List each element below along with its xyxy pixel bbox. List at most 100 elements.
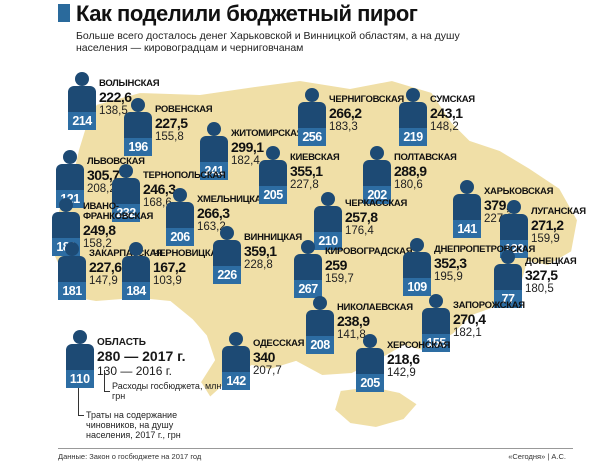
- region-rovenskaya: 196 Ровенская 227,5 155,8: [124, 98, 254, 162]
- staff-cost-box: 214: [68, 112, 96, 130]
- staff-cost-box: 241: [200, 162, 228, 180]
- staff-cost-box: 181: [58, 282, 86, 300]
- staff-cost-box: 77: [494, 290, 522, 308]
- budget-2017: 167,2: [153, 259, 186, 275]
- region-volynskaya: 214 Волынская 222,6 138,5: [68, 72, 198, 136]
- legend-region-name: Область: [97, 337, 146, 348]
- budget-2017: 299,1: [231, 139, 264, 155]
- region-name: ИВАНО- ФРАНКОВСКАЯ: [83, 201, 154, 222]
- budget-2016: 147,9: [89, 275, 118, 287]
- staff-cost-box: 155: [422, 334, 450, 352]
- budget-2017: 257,8: [345, 209, 378, 225]
- budget-2017: 271,2: [531, 217, 564, 233]
- staff-cost-box: 267: [294, 280, 322, 298]
- staff-cost-box: 256: [298, 128, 326, 146]
- legend-leader-expenses: [104, 370, 110, 392]
- staff-cost-box: 208: [306, 336, 334, 354]
- legend: 110 Область 280 — 2017 г. 130 — 2016 г.: [66, 330, 206, 390]
- budget-2017: 266,2: [329, 105, 362, 121]
- budget-2017: 222,6: [99, 89, 132, 105]
- region-name: Одесская: [253, 338, 305, 349]
- region-name: Ровенская: [155, 104, 213, 115]
- budget-2017: 227,5: [155, 115, 188, 131]
- budget-2017: 238,9: [337, 313, 370, 329]
- budget-2016: 163,2: [197, 221, 226, 233]
- region-name: Луганская: [531, 206, 586, 217]
- region-chernigovskaya: 256 Черниговская 266,2 183,3: [298, 88, 428, 152]
- budget-2016: 195,9: [434, 271, 463, 283]
- region-dnepropetrovskaya: 109 Днепропетровская 352,3 195,9: [403, 238, 536, 302]
- budget-2016: 138,5: [99, 105, 128, 117]
- region-name: Кировоградская: [325, 246, 413, 257]
- region-name: Киевская: [290, 152, 340, 163]
- region-sumskaya: 219 Сумская 243,1 148,2: [399, 88, 529, 152]
- legend-note-staff: Траты на содержание чиновников, на душу …: [86, 410, 181, 440]
- staff-cost-box: 141: [453, 220, 481, 238]
- budget-2016: 207,7: [253, 365, 282, 377]
- legend-budget-2016: 130 — 2016 г.: [97, 364, 172, 378]
- region-khersonskaya: 205 Херсонская 218,6 142,9: [356, 334, 486, 398]
- staff-cost-box: 206: [166, 228, 194, 246]
- region-name: Днепропетровская: [434, 244, 536, 255]
- budget-2016: 183,3: [329, 121, 358, 133]
- staff-cost-box: 196: [124, 138, 152, 156]
- title-accent-bar: [58, 4, 70, 22]
- region-luganskaya: 123 Луганская 271,2 159,9: [500, 200, 600, 264]
- budget-2017: 359,1: [244, 243, 277, 259]
- footer-divider: [58, 448, 573, 449]
- budget-2016: 180,6: [394, 179, 423, 191]
- budget-2016: 159,9: [531, 233, 560, 245]
- region-name: Николаевская: [337, 302, 413, 313]
- budget-2017: 352,3: [434, 255, 467, 271]
- region-name: Харьковская: [484, 186, 554, 197]
- legend-leader-staff: [78, 388, 84, 416]
- region-donetskaya: 77 Донецкая 327,5 180,5: [494, 250, 600, 314]
- budget-2017: 288,9: [394, 163, 427, 179]
- staff-cost-box: 232: [112, 204, 140, 222]
- budget-2017: 305,7: [87, 167, 120, 183]
- region-name: Житомирская: [231, 128, 304, 139]
- staff-cost-box: 205: [259, 186, 287, 204]
- staff-cost-box: 184: [122, 282, 150, 300]
- region-name: Донецкая: [525, 256, 577, 267]
- staff-cost-box: 210: [314, 232, 342, 250]
- budget-2016: 155,8: [155, 131, 184, 143]
- region-name: Тернопольская: [143, 170, 226, 181]
- region-name: Черновицкая: [153, 248, 224, 259]
- budget-2016: 176,4: [345, 225, 374, 237]
- region-nikolaevskaya: 208 Николаевская 238,9 141,8: [306, 296, 436, 360]
- region-name: Запорожская: [453, 300, 525, 311]
- region-kirovogradskaya: 267 Кировоградская 259 159,7: [294, 240, 424, 304]
- budget-2016: 182,1: [453, 327, 482, 339]
- region-chernovitskaya: 184 Черновицкая 167,2 103,9: [122, 242, 252, 306]
- budget-2016: 142,9: [387, 367, 416, 379]
- budget-2017: 327,5: [525, 267, 558, 283]
- staff-cost-box: 202: [363, 186, 391, 204]
- region-name: Херсонская: [387, 340, 450, 351]
- page-subtitle: Больше всего досталось денег Харьковской…: [76, 30, 460, 54]
- budget-2016: 208,2: [87, 183, 116, 195]
- staff-cost-box: 109: [403, 278, 431, 296]
- budget-2016: 182,4: [231, 155, 260, 167]
- region-cherkasskaya: 210 Черкасская 257,8 176,4: [314, 192, 444, 256]
- region-name: Сумская: [430, 94, 475, 105]
- budget-2017: 270,4: [453, 311, 486, 327]
- staff-cost-box: 219: [399, 128, 427, 146]
- legend-budget-2017: 280 — 2017 г.: [97, 348, 186, 364]
- region-name: Волынская: [99, 78, 160, 89]
- staff-cost-box: 226: [213, 266, 241, 284]
- page-title: Как поделили бюджетный пирог: [76, 1, 418, 26]
- budget-2017: 266,3: [197, 205, 230, 221]
- region-vinnitskaya: 226 Винницкая 359,1 228,8: [213, 226, 343, 290]
- budget-2017: 227,6: [89, 259, 122, 275]
- budget-2017: 355,1: [290, 163, 323, 179]
- region-kievskaya: 205 Киевская 355,1 227,8: [259, 146, 389, 210]
- region-name: Закарпатская: [89, 248, 163, 259]
- region-name: Черниговская: [329, 94, 404, 105]
- budget-2017: 340: [253, 349, 275, 365]
- budget-2016: 148,2: [430, 121, 459, 133]
- budget-2016: 159,7: [325, 273, 354, 285]
- legend-staff-cost-box: 110: [66, 370, 94, 388]
- region-ternopolskaya: 232 Тернопольская 246,3 168,6: [112, 164, 242, 228]
- budget-2017: 243,1: [430, 105, 463, 121]
